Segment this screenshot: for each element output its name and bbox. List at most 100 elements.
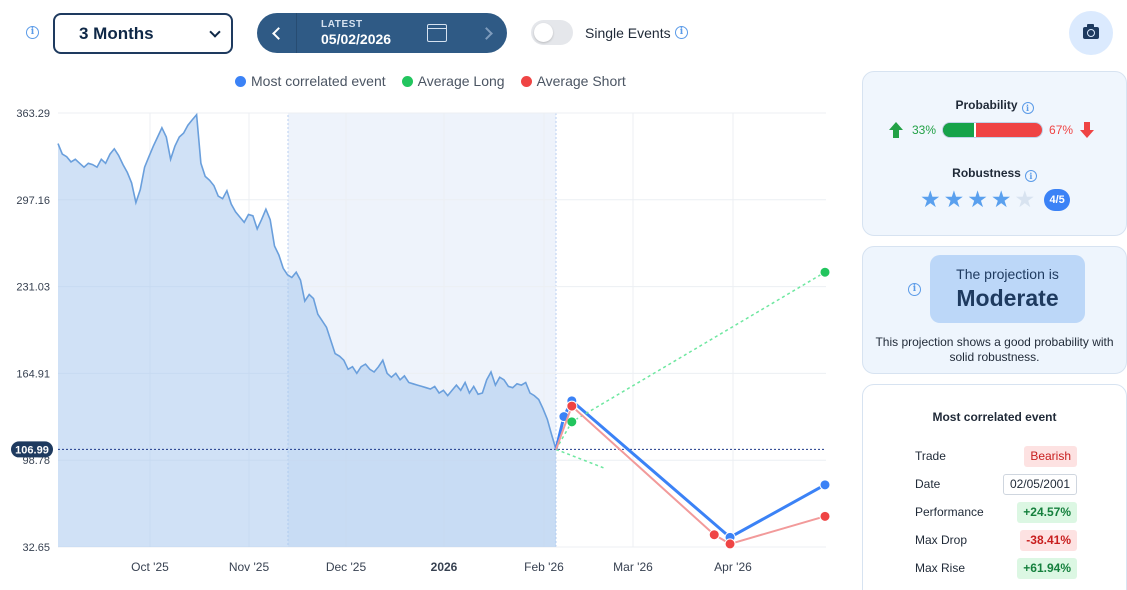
detail-row: Date 02/05/2001 (915, 473, 1077, 495)
next-date-button[interactable] (469, 13, 507, 53)
detail-row: Performance +24.57% (915, 501, 1077, 523)
average-long-path (555, 448, 604, 469)
legend-dot (520, 75, 532, 87)
projection-line (554, 398, 826, 540)
legend-label: Average Short (536, 73, 626, 89)
legend-dot (235, 75, 246, 87)
legend-item[interactable]: Average Short (520, 73, 626, 89)
robustness-title: Robustness i (863, 166, 1126, 182)
detail-row: Max Drop -38.41% (915, 529, 1077, 551)
legend-label: Average Long (417, 73, 505, 89)
projection-description: This projection shows a good probability… (875, 335, 1114, 364)
chart-legend: Most correlated event Average Long Average… (235, 73, 626, 89)
y-tick-label: 32.65 (22, 542, 50, 554)
projection-point (724, 538, 736, 550)
detail-value: -38.41% (1020, 529, 1077, 551)
calendar-icon[interactable] (427, 24, 447, 42)
camera-icon (1083, 24, 1099, 39)
robustness-title-text: Robustness (952, 166, 1021, 180)
detail-label: Max Rise (915, 561, 966, 575)
projection-badge: The projection is Moderate (930, 255, 1085, 323)
y-tick-label: 297.16 (16, 195, 50, 207)
star-icon: ★ (920, 186, 941, 212)
detail-label: Trade (915, 449, 946, 463)
date-navigator: LATEST 05/02/2026 (257, 13, 507, 53)
date-label: LATEST (321, 19, 363, 30)
star-icon: ★ (1014, 186, 1036, 212)
info-icon[interactable]: i (1021, 102, 1034, 114)
probability-bar (942, 122, 1044, 138)
probability-bar-row: 33% 67% (888, 122, 1095, 138)
probability-long-fill (943, 123, 976, 137)
current-value-label: 106.99 (15, 444, 49, 456)
star-icon: ★ (943, 186, 965, 212)
legend-label: Most correlated event (251, 73, 386, 89)
detail-label: Performance (915, 505, 984, 519)
period-select[interactable]: 3 Months (53, 13, 233, 54)
detail-value: +24.57% (1017, 501, 1077, 523)
x-tick-label: Dec '25 (326, 560, 367, 574)
y-tick-label: 363.29 (16, 108, 50, 120)
x-tick-label: Feb '26 (524, 560, 564, 574)
projection-card: i The projection is Moderate This projec… (862, 246, 1127, 374)
y-tick-label: 98.78 (22, 455, 50, 467)
short-probability: 67% (1049, 123, 1074, 137)
date-display[interactable]: LATEST 05/02/2026 (297, 19, 427, 47)
arrow-down-icon (1079, 122, 1095, 138)
toggle-knob (534, 23, 553, 42)
detail-row: Trade Bearish (915, 445, 1077, 467)
single-events-label: Single Events (585, 25, 671, 41)
detail-value: Bearish (1024, 445, 1077, 467)
correlated-event-card: Most correlated event Trade Bearish Date 02… (862, 384, 1127, 590)
legend-item[interactable]: Most correlated event (235, 73, 386, 89)
projection-point (708, 529, 720, 541)
detail-value: +61.94% (1017, 557, 1077, 579)
current-value-badge (11, 441, 53, 458)
projection-caption: The projection is (956, 266, 1059, 282)
projection-point (819, 479, 831, 491)
star-icon: ★ (967, 186, 988, 212)
price-line (57, 112, 557, 450)
x-tick-label: Mar '26 (613, 560, 653, 574)
robustness-stars: ★ ★ ★ ★ ★ 4/5 (920, 186, 1071, 212)
x-tick-label: 2026 (431, 560, 458, 574)
price-area (58, 114, 556, 547)
projection-line (555, 404, 826, 545)
projection-point (819, 266, 831, 278)
probability-card: Probability i 33% 67% Robustness i ★ ★ ★ ★ ★ 4/… (862, 71, 1127, 236)
detail-label: Date (915, 477, 941, 491)
x-tick-label: Nov '25 (229, 560, 270, 574)
detail-label: Max Drop (915, 533, 968, 547)
info-icon[interactable]: i (26, 26, 39, 39)
y-tick-label: 231.03 (16, 282, 50, 294)
probability-title: Probability i (863, 98, 1126, 114)
probability-title-text: Probability (955, 98, 1018, 112)
long-probability: 33% (912, 123, 937, 137)
screenshot-button[interactable] (1069, 11, 1113, 55)
info-icon[interactable]: i (675, 26, 688, 39)
legend-item[interactable]: Average Long (401, 73, 505, 89)
info-icon[interactable]: i (1024, 170, 1037, 182)
chevron-left-icon (272, 26, 285, 40)
chevron-right-icon (479, 26, 493, 40)
projection-rating: Moderate (956, 285, 1059, 311)
y-tick-label: 164.91 (16, 368, 50, 380)
x-tick-label: Oct '25 (131, 560, 169, 574)
correlated-event-title: Most correlated event (932, 410, 1057, 424)
star-icon: ★ (990, 186, 1012, 212)
previous-date-button[interactable] (257, 13, 297, 53)
legend-dot (401, 75, 413, 87)
chevron-down-icon (209, 25, 221, 38)
arrow-up-icon (888, 122, 904, 138)
x-tick-label: Apr '26 (714, 560, 752, 574)
detail-value: 02/05/2001 (1002, 473, 1077, 495)
current-date: 05/02/2026 (321, 31, 392, 47)
period-select-value: 3 Months (79, 23, 154, 43)
price-chart: 363.29 297.16 231.03 164.91 98.78 32.65 Oct '2… (11, 108, 831, 574)
projection-point (819, 510, 831, 522)
robustness-badge: 4/5 (1044, 188, 1071, 211)
projection-point (566, 400, 578, 412)
detail-row: Max Rise +61.94% (915, 557, 1077, 579)
info-icon[interactable]: i (908, 283, 921, 296)
single-events-toggle[interactable] (531, 20, 573, 45)
